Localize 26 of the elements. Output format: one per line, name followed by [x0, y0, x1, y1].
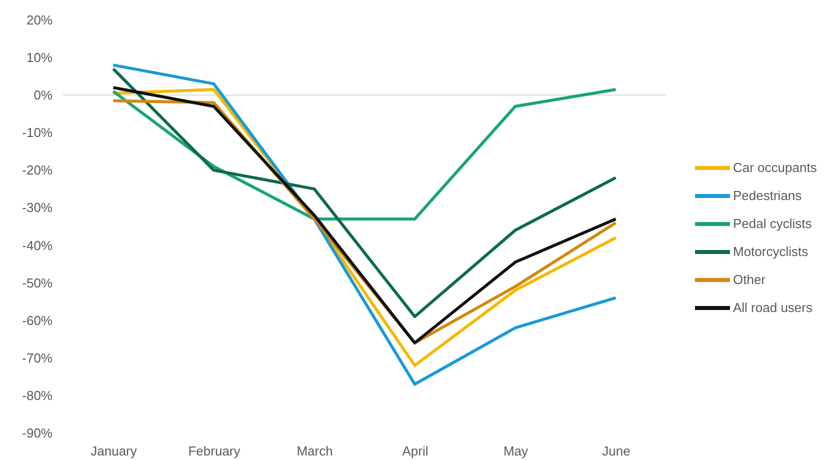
- legend-label: Motorcyclists: [733, 244, 809, 259]
- y-tick-label: -80%: [22, 388, 53, 403]
- y-tick-label: -40%: [22, 238, 53, 253]
- legend-label: Car occupants: [733, 160, 818, 175]
- y-tick-label: -30%: [22, 200, 53, 216]
- x-tick-label: March: [296, 444, 333, 458]
- x-tick-label: February: [188, 444, 241, 458]
- y-tick-label: -50%: [22, 275, 53, 290]
- legend-label: Pedestrians: [733, 188, 802, 203]
- line-series: [112, 88, 618, 220]
- y-tick-label: -20%: [22, 162, 53, 178]
- legend-label: All road users: [733, 300, 813, 315]
- x-tick-label: May: [503, 444, 529, 458]
- legend-label: Pedal cyclists: [733, 216, 812, 231]
- y-tick-label: 0%: [34, 88, 53, 103]
- legend-label: Other: [733, 272, 766, 287]
- y-tick-label: -60%: [22, 312, 53, 328]
- y-tick-label: 10%: [26, 50, 53, 66]
- y-tick-label: -70%: [22, 350, 53, 366]
- y-tick-label: -10%: [22, 125, 53, 140]
- line-series: [112, 67, 618, 318]
- x-tick-label: January: [90, 444, 138, 458]
- y-tick-label: -90%: [22, 426, 53, 440]
- x-tick-label: April: [402, 444, 428, 458]
- y-tick-label: 20%: [26, 12, 53, 28]
- x-tick-label: June: [602, 444, 630, 458]
